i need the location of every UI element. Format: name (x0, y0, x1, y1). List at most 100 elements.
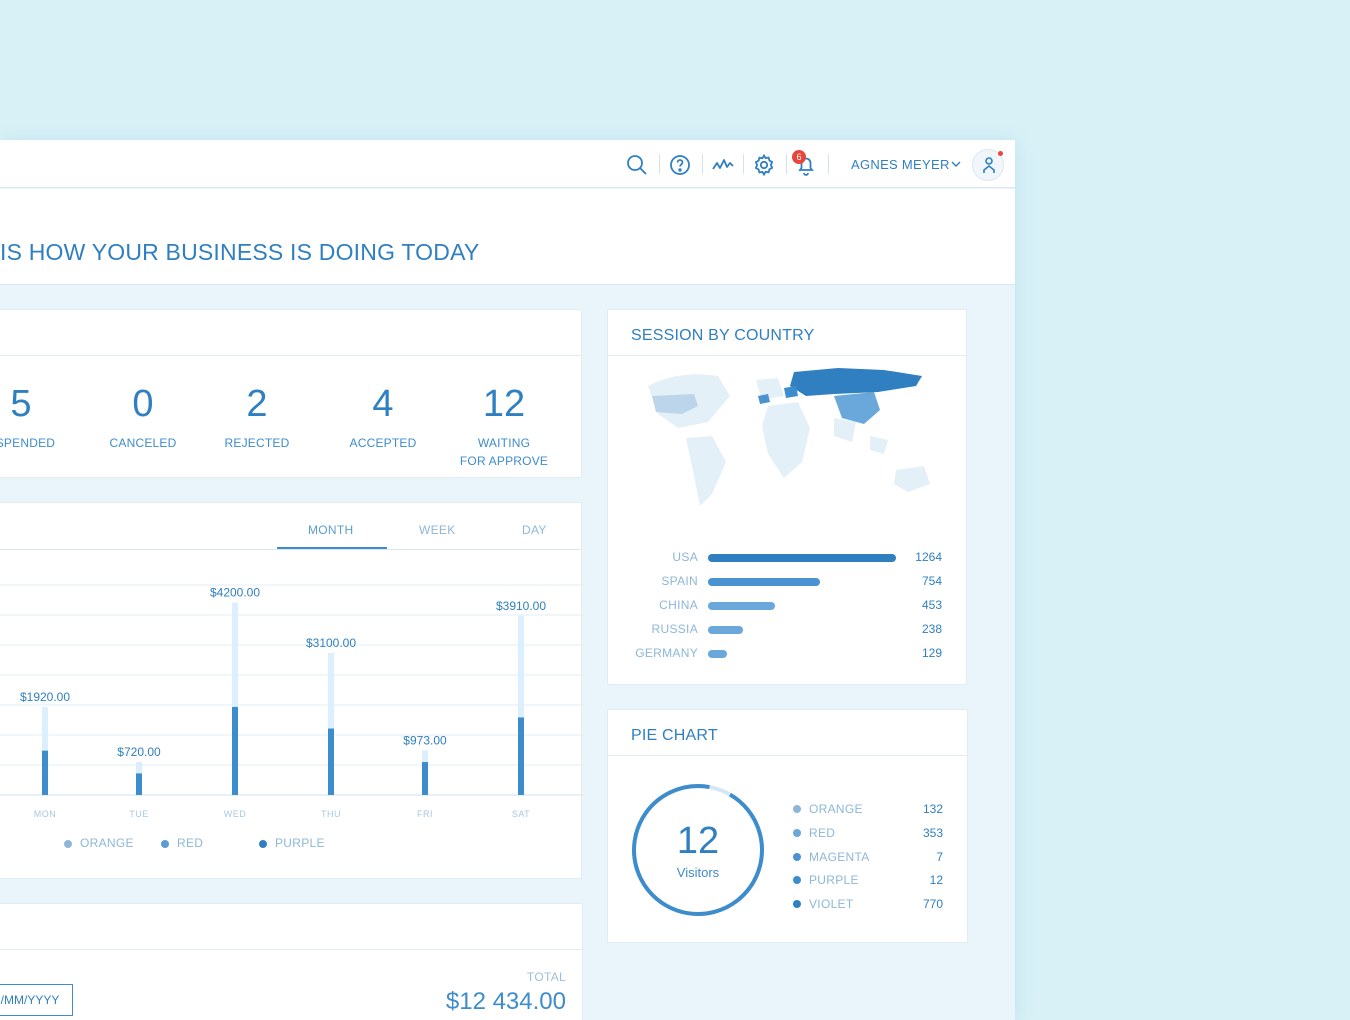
stat-canceled: 0 CANCELED (93, 384, 193, 452)
legend-label: RED (177, 836, 204, 850)
country-name: CHINA (659, 598, 698, 612)
stat-label-line: FOR APPROVE (459, 454, 549, 468)
data-label: $3910.00 (496, 599, 546, 613)
country-row-spain: SPAIN 754 (608, 572, 968, 592)
country-value: 1264 (915, 550, 942, 564)
country-name: GERMANY (635, 646, 698, 660)
session-by-country-card: SESSION BY COUNTRY USA 1264 SPAIN (607, 309, 967, 685)
legend-dot (793, 876, 801, 884)
data-label: $720.00 (117, 745, 161, 759)
legend-dot (793, 853, 801, 861)
bar-outer (518, 615, 524, 795)
toolbar-divider (702, 154, 703, 174)
help-icon[interactable] (668, 153, 692, 177)
heading-band: IS HOW YOUR BUSINESS IS DOING TODAY (0, 189, 1015, 285)
country-bar (708, 650, 727, 658)
spain-region (758, 394, 770, 404)
pie-legend-item: ORANGE 132 (793, 801, 953, 819)
pie-label: ORANGE (809, 802, 863, 816)
pie-value: 770 (922, 897, 943, 911)
china-region (834, 392, 880, 424)
pie-legend-item: MAGENTA 7 (793, 849, 953, 867)
pie-value: 132 (922, 802, 943, 816)
dashboard-window: 6 AGNES MEYER IS HOW YOUR BUSINESS IS DO… (0, 140, 1015, 1020)
legend-purple: PURPLE (259, 836, 325, 850)
legend-dot (793, 900, 801, 908)
x-tick-label: WED (224, 809, 247, 819)
bar-inner (422, 762, 428, 795)
bar-chart: $1920.00 MON $720.00 TUE $4200.00 WED $3100.00… (0, 584, 583, 819)
chart-tabs-bar (0, 503, 581, 550)
country-value: 453 (921, 598, 942, 612)
total-value: $12 434.00 (445, 988, 566, 1015)
x-tick-label: THU (321, 809, 341, 819)
sales-chart-card: MONTH WEEK DAY $1920.00 MON $720.00 TUE $420… (0, 502, 583, 879)
stat-value: 12 (482, 383, 526, 425)
card-title: PIE CHART (631, 727, 718, 744)
pie-legend-item: PURPLE 12 (793, 872, 953, 890)
visitors-count: 12 (676, 820, 720, 862)
country-value: 129 (921, 646, 942, 660)
data-label: $1920.00 (20, 690, 70, 704)
legend-label: ORANGE (80, 836, 134, 850)
legend-dot (259, 839, 267, 848)
bar-inner (136, 773, 142, 795)
activity-icon[interactable] (711, 153, 735, 177)
pie-value: 12 (929, 873, 943, 887)
stat-label-line: WAITING (477, 436, 531, 450)
country-bar (708, 578, 820, 586)
totals-card-header (0, 904, 582, 950)
stats-card-header (0, 310, 581, 356)
country-name: USA (672, 550, 698, 564)
tab-month[interactable]: MONTH (308, 523, 354, 537)
user-name[interactable]: AGNES MEYER (851, 157, 950, 172)
stat-value: 5 (10, 383, 32, 425)
bar-inner (518, 717, 524, 795)
search-icon[interactable] (625, 153, 649, 177)
pie-chart-card: PIE CHART 12 Visitors ORANGE 132 RED 353… (607, 709, 968, 943)
country-row-germany: GERMANY 129 (608, 644, 968, 664)
pie-legend-item: RED 353 (793, 825, 953, 843)
country-row-russia: RUSSIA 238 (608, 620, 968, 640)
country-row-usa: USA 1264 (608, 548, 968, 568)
tab-week[interactable]: WEEK (419, 523, 456, 537)
stat-rejected: 2 REJECTED (207, 384, 307, 452)
pie-label: VIOLET (809, 897, 854, 911)
donut-arc (632, 784, 764, 916)
bar-inner (42, 750, 48, 795)
stat-label: WAITING FOR APPROVE (444, 434, 564, 470)
pie-value: 7 (936, 850, 943, 864)
legend-red: RED (161, 836, 203, 850)
stat-accepted: 4 ACCEPTED (333, 384, 433, 452)
toolbar-divider (828, 154, 829, 174)
user-icon (983, 157, 995, 173)
chevron-down-icon[interactable] (950, 159, 962, 169)
page-title: IS HOW YOUR BUSINESS IS DOING TODAY (0, 239, 480, 265)
session-card-header: SESSION BY COUNTRY (608, 310, 966, 356)
country-name: SPAIN (661, 574, 698, 588)
pie-label: MAGENTA (809, 850, 870, 864)
top-bar: 6 AGNES MEYER (0, 140, 1015, 188)
country-value: 754 (921, 574, 942, 588)
x-tick-label: FRI (417, 809, 433, 819)
x-tick-label: MON (34, 809, 57, 819)
notification-badge: 6 (792, 150, 806, 164)
stat-label: REJECTED (224, 436, 290, 450)
toolbar-divider (786, 154, 787, 174)
tab-day[interactable]: DAY (522, 523, 547, 537)
stats-card: 5 USPENDED 0 CANCELED 2 REJECTED 4 ACCEP… (0, 309, 582, 478)
date-input[interactable]: D/MM/YYYY (0, 984, 73, 1016)
legend-dot (161, 839, 169, 848)
legend-label: PURPLE (275, 836, 325, 850)
country-row-china: CHINA 453 (608, 596, 968, 616)
stat-waiting: 12 WAITING FOR APPROVE (444, 384, 564, 470)
x-tick-label: SAT (512, 809, 530, 819)
status-dot (998, 151, 1003, 156)
visitors-donut (632, 784, 764, 916)
bar-outer (232, 602, 238, 795)
country-value: 238 (921, 622, 942, 636)
gear-icon[interactable] (752, 153, 776, 177)
country-bar (708, 554, 896, 562)
pie-value: 353 (922, 826, 943, 840)
x-tick-label: TUE (129, 809, 149, 819)
